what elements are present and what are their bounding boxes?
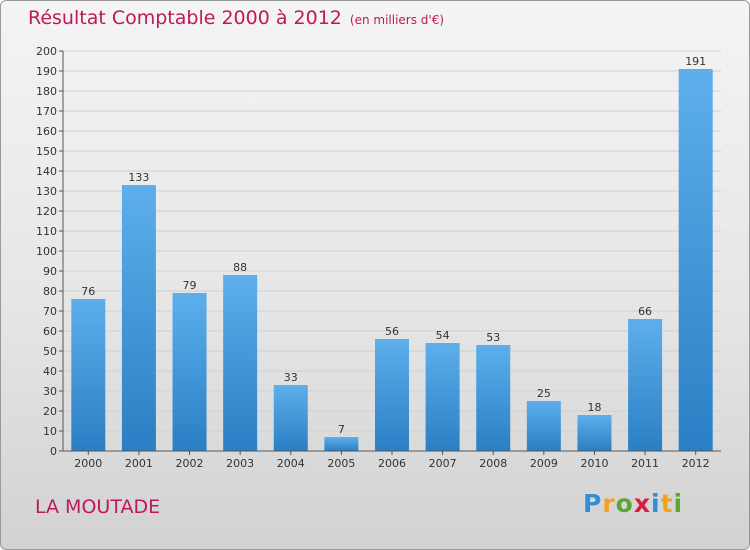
chart-subtitle: (en milliers d'€) [349, 13, 445, 27]
bar-2007 [425, 343, 460, 451]
y-tick-label: 60 [43, 325, 57, 338]
x-tick-label-2003: 2003 [226, 457, 254, 470]
bar-2006 [375, 339, 409, 451]
bar-2004 [273, 385, 308, 451]
y-tick-label: 130 [36, 185, 57, 198]
bar-2012 [678, 69, 713, 451]
x-tick-label-2007: 2007 [429, 457, 457, 470]
data-label-2003: 88 [233, 261, 247, 274]
data-label-2005: 7 [338, 423, 345, 436]
y-tick-label: 30 [43, 385, 57, 398]
y-tick-label: 20 [43, 405, 57, 418]
data-label-2008: 53 [486, 331, 500, 344]
logo-letter: r [602, 489, 616, 518]
y-tick-label: 120 [36, 205, 57, 218]
axes: 0 10 20 30 40 50 60 70 80 90 100 110 120 130 140 150 160… [36, 45, 721, 470]
x-tick-label-2005: 2005 [327, 457, 355, 470]
data-label-2007: 54 [436, 329, 450, 342]
y-tick-label: 100 [36, 245, 57, 258]
data-label-2000: 76 [81, 285, 95, 298]
proxiti-logo: Proxiti [583, 489, 683, 518]
logo-letter: i [651, 489, 661, 518]
data-label-2009: 25 [537, 387, 551, 400]
data-label-2004: 33 [284, 371, 298, 384]
bar-2003 [223, 275, 258, 451]
logo-letter: P [583, 489, 603, 518]
y-tick-label: 190 [36, 65, 57, 78]
y-tick-label: 70 [43, 305, 57, 318]
y-tick-label: 80 [43, 285, 57, 298]
data-label-2002: 79 [183, 279, 197, 292]
y-tick-label: 200 [36, 45, 57, 58]
x-tick-label-2001: 2001 [125, 457, 153, 470]
y-tick-label: 170 [36, 105, 57, 118]
logo-letter: t [660, 489, 674, 518]
bar-2005 [324, 437, 359, 451]
y-tick-label: 90 [43, 265, 57, 278]
bar-2000 [71, 299, 106, 451]
y-tick-label: 160 [36, 125, 57, 138]
x-tick-label-2006: 2006 [378, 457, 406, 470]
x-tick-label-2000: 2000 [74, 457, 102, 470]
y-tick-label: 50 [43, 345, 57, 358]
y-tick-label: 10 [43, 425, 57, 438]
chart-title: Résultat Comptable 2000 à 2012 (en millie… [28, 7, 444, 29]
data-label-2001: 133 [128, 171, 149, 184]
y-tick-label: 0 [50, 445, 57, 458]
y-tick-label: 110 [36, 225, 57, 238]
commune-name: LA MOUTADE [35, 496, 161, 518]
x-tick-label-2011: 2011 [631, 457, 659, 470]
x-tick-label-2010: 2010 [580, 457, 608, 470]
data-label-2010: 18 [587, 401, 601, 414]
y-tick-label: 150 [36, 145, 57, 158]
logo-letter: o [615, 489, 634, 518]
data-label-2011: 66 [638, 305, 652, 318]
bars: 76 133 79 88 33 7 56 54 53 25 18 66 191 [71, 55, 713, 451]
bar-2009 [526, 401, 561, 451]
bar-2002 [172, 293, 207, 451]
y-tick-label: 180 [36, 85, 57, 98]
y-tick-label: 140 [36, 165, 57, 178]
x-tick-label-2002: 2002 [176, 457, 204, 470]
chart-title-main: Résultat Comptable 2000 à 2012 [28, 7, 342, 29]
x-tick-label-2004: 2004 [277, 457, 305, 470]
bar-2008 [476, 345, 511, 451]
bar-2010 [577, 415, 612, 451]
bar-2001 [121, 185, 156, 451]
x-tick-label-2012: 2012 [682, 457, 710, 470]
y-tick-label: 40 [43, 365, 57, 378]
x-tick-label-2008: 2008 [479, 457, 507, 470]
logo-letter: x [633, 489, 651, 518]
x-tick-label-2009: 2009 [530, 457, 558, 470]
bar-2011 [628, 319, 663, 451]
data-label-2006: 56 [385, 325, 399, 338]
data-label-2012: 191 [685, 55, 706, 68]
logo-letter: i [673, 489, 684, 518]
